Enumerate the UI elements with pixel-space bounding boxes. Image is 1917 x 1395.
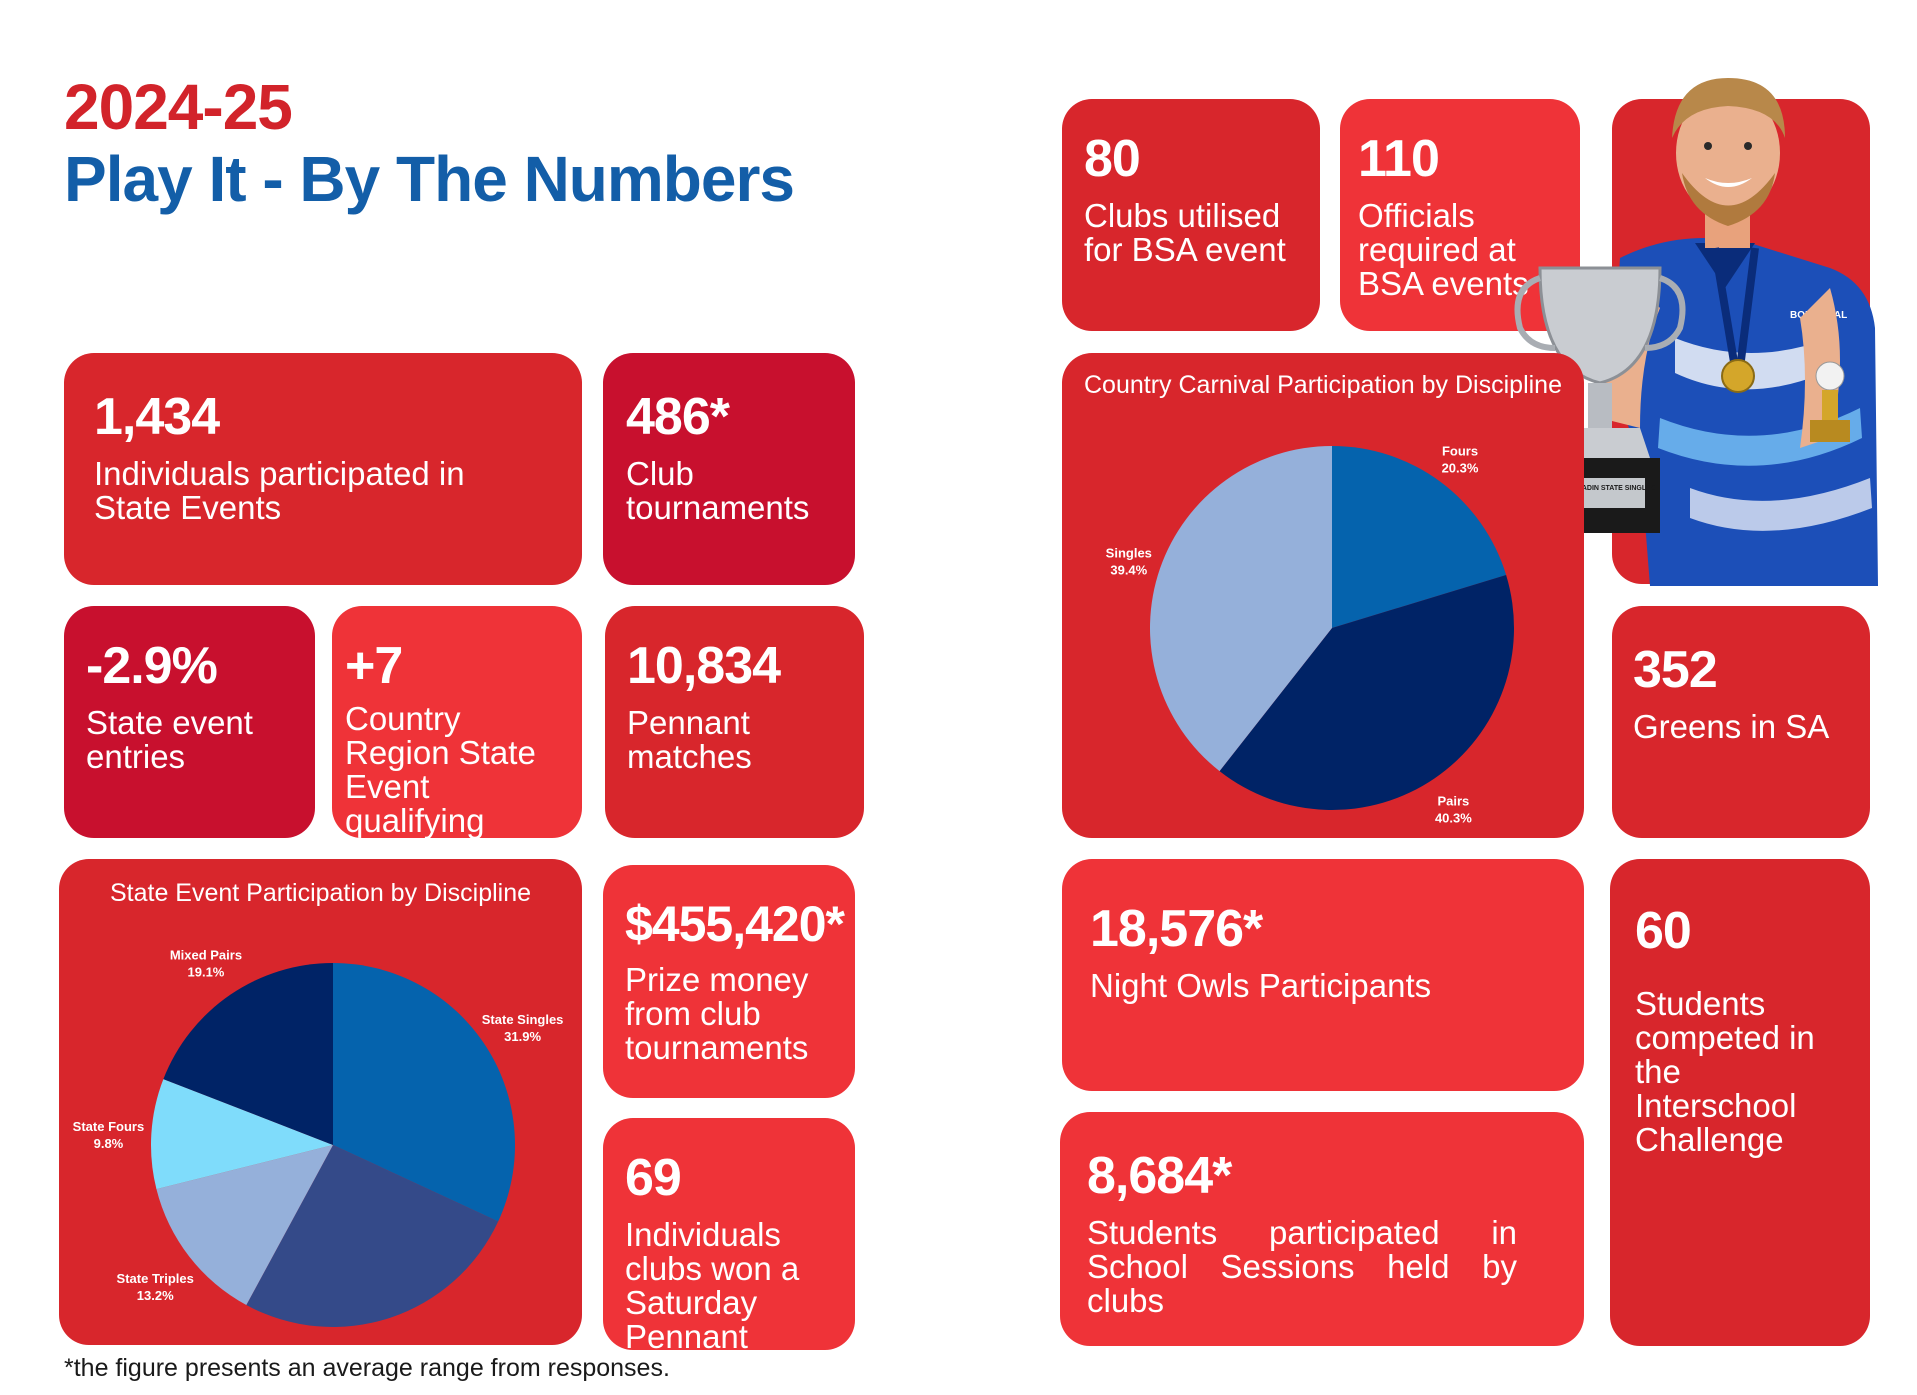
chart-title: State Event Participation by Discipline bbox=[109, 879, 532, 907]
trophy-plaque-text: MEN'S PALADIN STATE SINGLES bbox=[1545, 485, 1656, 492]
stat-label: Individuals participated in State Events bbox=[94, 455, 465, 526]
stat-label: Prize money from club tournaments bbox=[625, 961, 809, 1066]
stat-label: Officials required at BSA events bbox=[1358, 197, 1529, 302]
pie-slice-singles bbox=[1150, 446, 1332, 772]
pie-label-category: Pairs bbox=[1437, 793, 1469, 808]
stat-card-state-entries: -2.9% State event entries bbox=[64, 606, 315, 838]
pie-slice-pairs bbox=[1219, 575, 1514, 810]
stat-label: Students participated in School Sessions… bbox=[1087, 1214, 1517, 1319]
pie-label-value: 13.2% bbox=[137, 1288, 174, 1303]
stat-card-pennant-matches: 10,834 Pennant matches bbox=[605, 606, 864, 838]
stat-value: 352 bbox=[1633, 641, 1718, 699]
player-photo-illustration: BOMERSAL MEN'S PALADIN STATE SINGLES bbox=[1514, 78, 1878, 586]
stat-card-country-region: +7 Country Region State Event qualifying… bbox=[332, 606, 582, 838]
pie-label-value: 9.8% bbox=[94, 1136, 124, 1151]
stat-card-prize-money: $455,420* Prize money from club tourname… bbox=[603, 865, 855, 1098]
stat-value: 60 bbox=[1635, 902, 1692, 960]
pie-slice-state-singles bbox=[333, 963, 515, 1222]
pie-slice-state-triples bbox=[156, 1145, 333, 1306]
footnote: *the figure presents an average range fr… bbox=[64, 1354, 670, 1382]
pie-chart-country-carnival: Fours 20.3% Pairs 40.3% Singles 39.4% bbox=[1106, 443, 1514, 825]
stat-card-club-tournaments: 486* Club tournaments bbox=[603, 353, 855, 585]
stat-card-school-sessions: 8,684* Students participated in School S… bbox=[1060, 1112, 1584, 1346]
pie-label-value: 39.4% bbox=[1110, 563, 1147, 578]
pie-label-category: Fours bbox=[1442, 443, 1478, 458]
stat-card-interschool: 60 Students competed in the Interschool … bbox=[1610, 859, 1870, 1346]
stat-card-clubs-utilised: 80 Clubs utilised for BSA event bbox=[1062, 99, 1320, 331]
stat-value: 1,434 bbox=[94, 388, 220, 446]
pie-label-value: 20.3% bbox=[1442, 460, 1479, 475]
pie-label-category: State Fours bbox=[73, 1119, 145, 1134]
stat-value: 10,834 bbox=[627, 637, 781, 695]
stat-value: 18,576* bbox=[1090, 900, 1263, 958]
title-year: 2024-25 bbox=[64, 71, 293, 143]
stat-card-greens: 352 Greens in SA bbox=[1612, 606, 1870, 838]
stat-value: -2.9% bbox=[86, 637, 218, 695]
pie-slice-state-fours bbox=[151, 1079, 333, 1190]
chart-title: Country Carnival Participation by Discip… bbox=[1084, 371, 1562, 399]
stat-value: 110 bbox=[1358, 130, 1440, 188]
stat-card-saturday-pennant: 69 Individuals clubs won a Saturday Penn… bbox=[603, 1118, 855, 1350]
stat-value: 486* bbox=[626, 388, 730, 446]
pie-slice-fours bbox=[1332, 446, 1507, 628]
pie-slice-state-pairs bbox=[246, 1145, 499, 1327]
stat-label: Night Owls Participants bbox=[1090, 967, 1432, 1004]
stat-label: Individuals clubs won a Saturday Pennant bbox=[625, 1216, 800, 1350]
stat-card-officials: 110 Officials required at BSA events bbox=[1340, 99, 1580, 331]
pie-label-category: State Triples bbox=[117, 1271, 194, 1286]
stat-label: Clubs utilised for BSA event bbox=[1084, 197, 1286, 268]
stat-value: 69 bbox=[625, 1149, 682, 1207]
stat-label: Pennant matches bbox=[627, 704, 752, 775]
pie-label-category: State Singles bbox=[482, 1012, 564, 1027]
pie-label-value: 31.9% bbox=[504, 1029, 541, 1044]
stat-value: +7 bbox=[345, 637, 403, 695]
stat-card-night-owls: 18,576* Night Owls Participants bbox=[1062, 859, 1584, 1091]
stat-value: 80 bbox=[1084, 130, 1141, 188]
chart-card-state-events: State Event Participation by Discipline … bbox=[59, 859, 582, 1345]
pie-label-category: Singles bbox=[1106, 546, 1152, 561]
stat-label: State event entries bbox=[86, 704, 253, 775]
stat-label: Greens in SA bbox=[1633, 708, 1830, 745]
stat-value: 8,684* bbox=[1087, 1147, 1232, 1205]
pie-label-value: 19.1% bbox=[188, 964, 225, 979]
pie-slice-mixed-pairs bbox=[163, 963, 333, 1145]
stat-label: Club tournaments bbox=[626, 455, 810, 526]
stat-label: Country Region State Event qualifying ev… bbox=[345, 700, 536, 838]
page-title: Play It - By The Numbers bbox=[64, 143, 795, 215]
stat-value: $455,420* bbox=[625, 896, 845, 952]
stat-label: Students competed in the Interschool Cha… bbox=[1635, 985, 1815, 1158]
pie-label-value: 40.3% bbox=[1435, 810, 1472, 825]
stat-card-individuals: 1,434 Individuals participated in State … bbox=[64, 353, 582, 585]
pie-label-category: Mixed Pairs bbox=[170, 947, 242, 962]
chart-card-country-carnival: Country Carnival Participation by Discip… bbox=[1062, 353, 1584, 838]
